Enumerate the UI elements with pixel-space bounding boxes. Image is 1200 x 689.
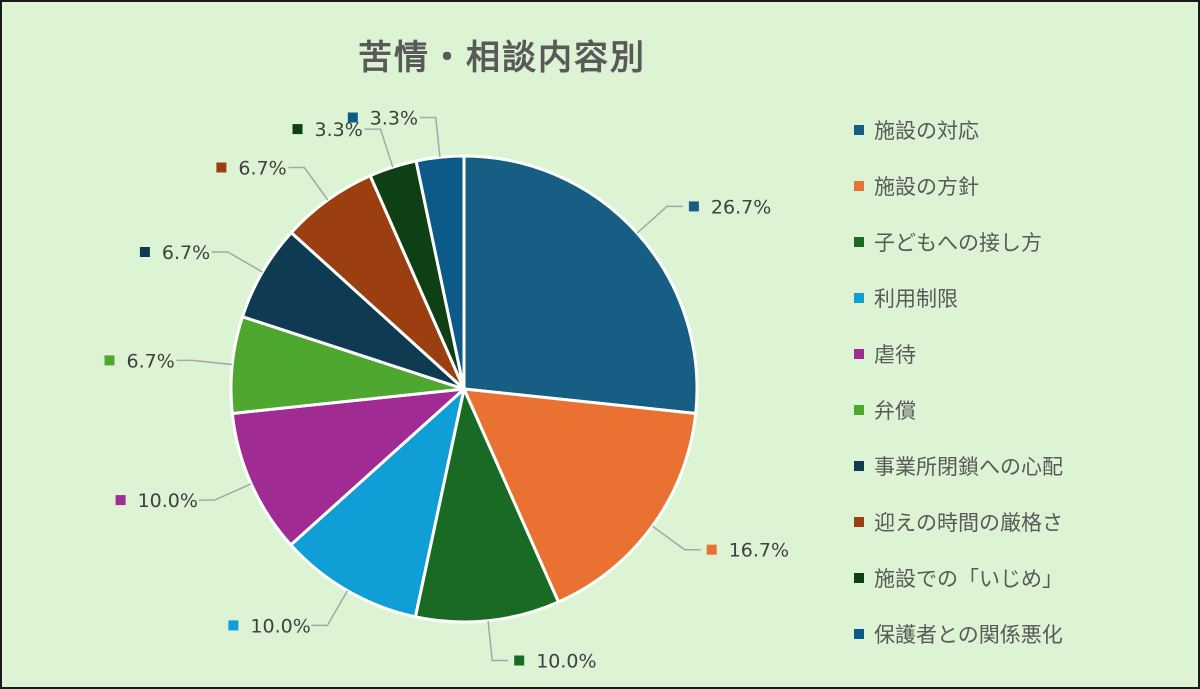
label-text: 6.7% — [127, 350, 175, 372]
legend-label: 施設の方針 — [874, 175, 979, 199]
label-swatch — [514, 655, 525, 666]
legend-swatch — [854, 293, 864, 303]
label-text: 10.0% — [138, 490, 198, 512]
legend-item-6: 事業所閉鎖への心配 — [854, 438, 1063, 494]
legend-label: 保護者との関係悪化 — [874, 623, 1063, 647]
label-swatch — [228, 620, 239, 631]
legend-item-7: 迎えの時間の厳格さ — [854, 494, 1063, 550]
label-text: 10.0% — [250, 615, 310, 637]
label-swatch — [347, 112, 358, 123]
legend-swatch — [854, 349, 864, 359]
label-swatch — [139, 247, 150, 257]
legend-label: 迎えの時間の厳格さ — [874, 511, 1063, 535]
legend-label: 施設の対応 — [874, 119, 979, 143]
leader-line-9 — [419, 116, 441, 158]
legend-item-4: 虐待 — [854, 326, 1063, 382]
legend-label: 虐待 — [874, 343, 916, 367]
data-label-6: 6.7% — [139, 242, 210, 264]
legend: 施設の対応 施設の方針 子どもへの接し方 利用制限 虐待 弁償 事業所閉鎖への心… — [854, 102, 1063, 662]
label-text: 16.7% — [729, 540, 789, 562]
label-text: 26.7% — [711, 196, 771, 218]
label-text: 6.7% — [162, 242, 210, 264]
legend-item-9: 保護者との関係悪化 — [854, 606, 1063, 662]
data-label-2: 10.0% — [514, 651, 597, 673]
data-label-4: 10.0% — [115, 490, 198, 512]
label-swatch — [216, 162, 227, 173]
leader-line-1 — [651, 525, 701, 551]
pie-slice-9 — [414, 154, 466, 391]
legend-label: 事業所閉鎖への心配 — [874, 455, 1063, 479]
chart-title: 苦情・相談内容別 — [358, 38, 646, 78]
legend-swatch — [854, 517, 864, 527]
legend-item-0: 施設の対応 — [854, 102, 1063, 158]
leader-line-6 — [211, 251, 263, 273]
legend-swatch — [854, 237, 864, 247]
legend-label: 弁償 — [874, 399, 916, 423]
leader-line-7 — [288, 166, 329, 201]
legend-item-3: 利用制限 — [854, 270, 1063, 326]
data-label-9: 3.3% — [347, 108, 418, 130]
pie-slice-1 — [462, 387, 698, 604]
legend-swatch — [854, 629, 864, 639]
legend-item-8: 施設での「いじめ」 — [854, 550, 1063, 606]
pie-slice-2 — [413, 387, 560, 624]
leader-line-0 — [636, 205, 683, 234]
legend-swatch — [854, 405, 864, 415]
label-swatch — [688, 201, 699, 212]
data-label-1: 16.7% — [706, 540, 789, 562]
leader-line-8 — [364, 128, 394, 168]
leader-line-3 — [311, 590, 349, 627]
data-label-5: 6.7% — [104, 350, 175, 372]
label-swatch — [706, 544, 717, 555]
legend-swatch — [854, 181, 864, 191]
legend-item-1: 施設の方針 — [854, 158, 1063, 214]
legend-label: 施設での「いじめ」 — [874, 567, 1063, 591]
leader-line-4 — [198, 483, 252, 501]
label-text: 10.0% — [536, 651, 596, 673]
legend-label: 子どもへの接し方 — [874, 231, 1042, 255]
leader-line-2 — [487, 620, 509, 662]
legend-item-5: 弁償 — [854, 382, 1063, 438]
data-label-7: 6.7% — [216, 158, 287, 180]
label-text: 6.7% — [238, 158, 286, 180]
data-label-3: 10.0% — [228, 615, 311, 637]
legend-swatch — [854, 125, 864, 135]
label-swatch — [292, 124, 303, 135]
legend-item-2: 子どもへの接し方 — [854, 214, 1063, 270]
label-swatch — [115, 495, 126, 506]
data-label-0: 26.7% — [688, 196, 771, 218]
label-text: 3.3% — [370, 108, 418, 130]
pie-slice-0 — [462, 154, 699, 415]
label-text: 3.3% — [315, 119, 363, 141]
legend-swatch — [854, 461, 864, 471]
leader-line-5 — [176, 359, 233, 366]
label-swatch — [104, 355, 115, 366]
legend-label: 利用制限 — [874, 287, 958, 311]
legend-swatch — [854, 573, 864, 583]
data-label-8: 3.3% — [292, 119, 363, 141]
